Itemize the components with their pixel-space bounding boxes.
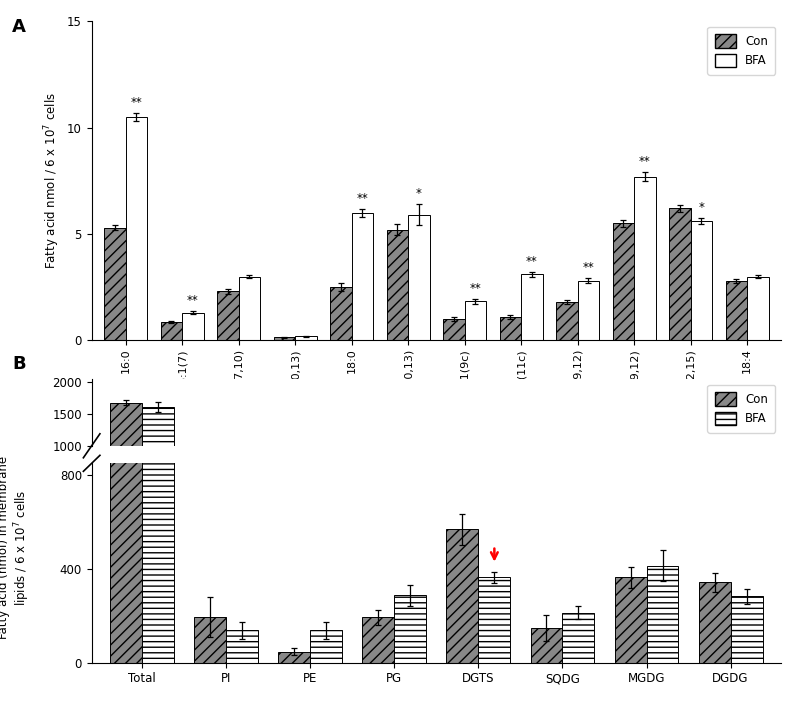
- Text: **: **: [526, 255, 538, 268]
- Bar: [194, 497, 226, 509]
- Bar: [387, 230, 408, 340]
- Bar: [726, 281, 747, 340]
- Text: **: **: [356, 192, 368, 205]
- Bar: [443, 319, 465, 340]
- Bar: [226, 501, 258, 509]
- Text: **: **: [187, 294, 198, 307]
- Bar: [634, 176, 656, 340]
- Bar: [446, 529, 478, 663]
- Bar: [351, 213, 373, 340]
- Bar: [226, 630, 258, 663]
- Text: Fatty acid (nmol) in membrane
lipids / 6 x 10$^7$ cells: Fatty acid (nmol) in membrane lipids / 6…: [0, 456, 32, 639]
- Legend: Con, BFA: Con, BFA: [708, 385, 775, 432]
- Text: **: **: [639, 155, 650, 168]
- Bar: [363, 497, 395, 509]
- Bar: [278, 651, 310, 663]
- Bar: [310, 630, 342, 663]
- Bar: [699, 487, 731, 509]
- Bar: [556, 302, 578, 340]
- Bar: [669, 208, 691, 340]
- Bar: [731, 596, 763, 663]
- Bar: [699, 582, 731, 663]
- Bar: [614, 486, 646, 509]
- Bar: [310, 501, 342, 509]
- Text: *: *: [698, 201, 705, 214]
- Bar: [563, 496, 595, 509]
- Bar: [194, 618, 226, 663]
- Bar: [563, 613, 595, 663]
- Text: *: *: [416, 187, 422, 200]
- Bar: [521, 274, 543, 340]
- Bar: [478, 486, 510, 509]
- Bar: [273, 337, 295, 340]
- Bar: [104, 227, 126, 340]
- Bar: [278, 506, 310, 509]
- Y-axis label: Fatty acid nmol / 6 x 10$^7$ cells: Fatty acid nmol / 6 x 10$^7$ cells: [42, 93, 61, 269]
- Bar: [395, 595, 426, 663]
- Bar: [578, 281, 599, 340]
- Bar: [395, 491, 426, 509]
- Text: **: **: [469, 282, 481, 295]
- Bar: [182, 313, 203, 340]
- Bar: [646, 566, 678, 663]
- Bar: [478, 578, 510, 663]
- Text: **: **: [583, 261, 595, 274]
- Legend: Con, BFA: Con, BFA: [708, 27, 775, 74]
- Bar: [295, 336, 316, 340]
- Bar: [142, 407, 174, 509]
- Bar: [110, 268, 142, 663]
- Bar: [646, 483, 678, 509]
- Text: **: **: [131, 96, 142, 110]
- Bar: [408, 215, 430, 340]
- Bar: [330, 287, 351, 340]
- Bar: [691, 221, 713, 340]
- Bar: [613, 223, 634, 340]
- Bar: [500, 317, 521, 340]
- Bar: [142, 284, 174, 663]
- Text: A: A: [12, 18, 26, 36]
- Bar: [363, 618, 395, 663]
- Bar: [531, 628, 563, 663]
- Bar: [614, 578, 646, 663]
- Bar: [110, 402, 142, 509]
- Bar: [465, 301, 486, 340]
- Bar: [446, 473, 478, 509]
- Bar: [238, 277, 260, 340]
- Bar: [217, 291, 238, 340]
- Bar: [531, 500, 563, 509]
- Bar: [747, 277, 768, 340]
- Text: B: B: [12, 355, 26, 373]
- Bar: [126, 117, 147, 340]
- Bar: [731, 491, 763, 509]
- Bar: [161, 322, 182, 340]
